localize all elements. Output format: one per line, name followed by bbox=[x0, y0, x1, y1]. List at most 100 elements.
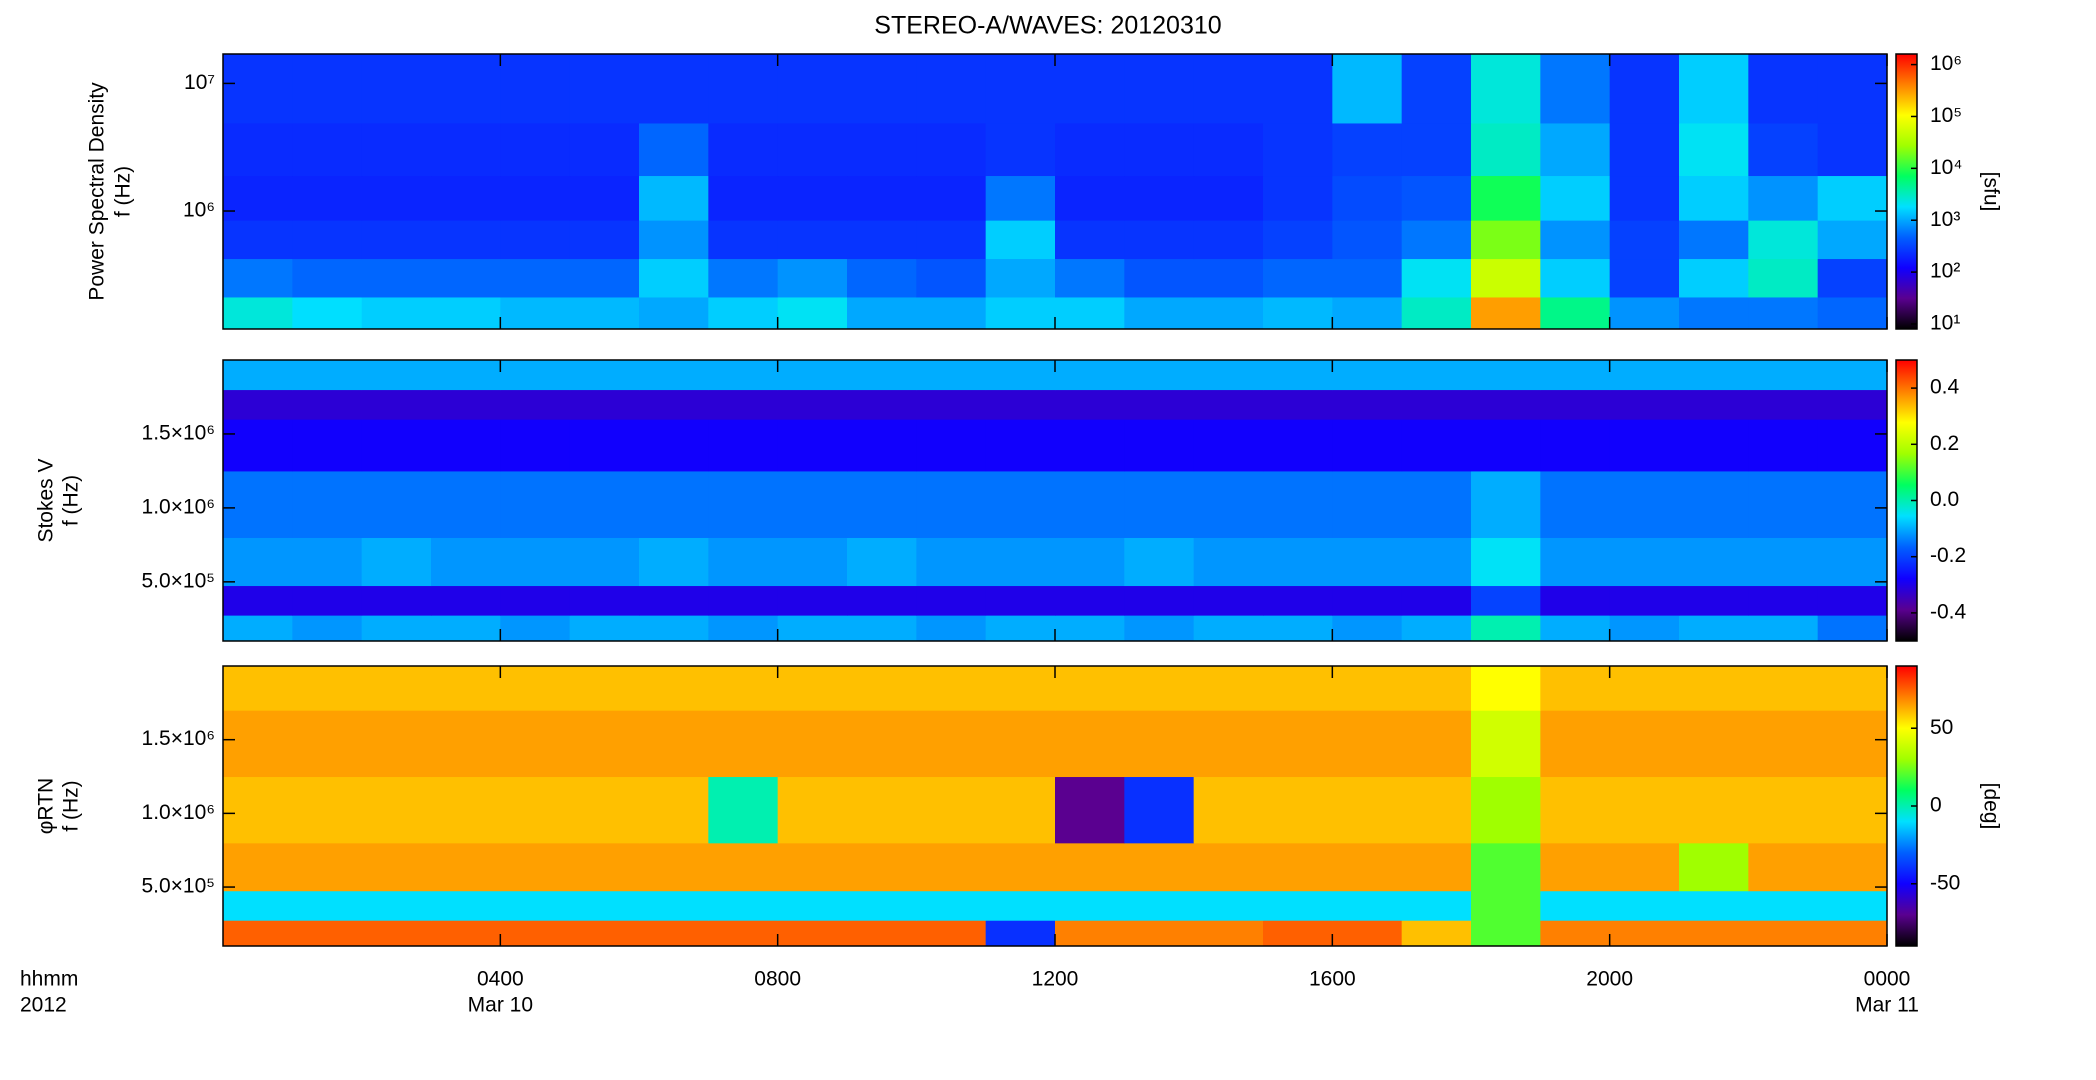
heatmap-cell bbox=[361, 175, 432, 221]
heatmap-cell bbox=[223, 296, 293, 330]
heatmap-cell bbox=[985, 220, 1056, 260]
colorbar-tick-label: 10¹ bbox=[1930, 312, 1960, 335]
heatmap-cell bbox=[1540, 175, 1611, 221]
heatmap-cell bbox=[1609, 920, 1680, 947]
heatmap-cell bbox=[1332, 776, 1403, 844]
heatmap-cell bbox=[1193, 54, 1264, 124]
heatmap-cell bbox=[1193, 537, 1264, 587]
heatmap-cell bbox=[361, 470, 432, 538]
heatmap-cell bbox=[777, 220, 848, 260]
heatmap-cell bbox=[1263, 122, 1333, 177]
heatmap-cell bbox=[361, 842, 432, 892]
heatmap-cell bbox=[223, 710, 293, 778]
heatmap-cell bbox=[431, 220, 501, 260]
heatmap-cell bbox=[708, 842, 779, 892]
heatmap-cell bbox=[1679, 360, 1749, 391]
heatmap-cell bbox=[1748, 122, 1819, 177]
heatmap-cell bbox=[223, 175, 293, 221]
heatmap-cell bbox=[708, 666, 779, 711]
heatmap-cell bbox=[916, 175, 987, 221]
heatmap-cell bbox=[569, 890, 640, 921]
heatmap-cell bbox=[1748, 419, 1819, 472]
heatmap-cell bbox=[292, 175, 363, 221]
y-axis-label: f (Hz) bbox=[112, 166, 135, 217]
heatmap-cell bbox=[1679, 54, 1749, 124]
heatmap-cell bbox=[1193, 920, 1264, 947]
heatmap-cell bbox=[1401, 890, 1472, 921]
heatmap-cell bbox=[1401, 175, 1472, 221]
heatmap-cell bbox=[1471, 470, 1541, 538]
heatmap-cell bbox=[292, 776, 363, 844]
heatmap-cell bbox=[1124, 890, 1195, 921]
x-axis-label: hhmm bbox=[20, 968, 78, 991]
heatmap-cell bbox=[1332, 842, 1403, 892]
heatmap-cell bbox=[500, 615, 571, 642]
heatmap-cell bbox=[1540, 776, 1611, 844]
heatmap-cell bbox=[569, 585, 640, 616]
heatmap-cell bbox=[223, 389, 293, 420]
heatmap-cell bbox=[1817, 220, 1888, 260]
heatmap-cell bbox=[916, 710, 987, 778]
heatmap-cell bbox=[1540, 842, 1611, 892]
heatmap-cell bbox=[777, 537, 848, 587]
chart-title: STEREO-A/WAVES: 20120310 bbox=[874, 12, 1221, 40]
heatmap-cell bbox=[1609, 296, 1680, 330]
heatmap-cell bbox=[1540, 470, 1611, 538]
heatmap-cell bbox=[1193, 615, 1264, 642]
heatmap-cell bbox=[847, 666, 917, 711]
heatmap-cell bbox=[985, 419, 1056, 472]
heatmap-cell bbox=[292, 296, 363, 330]
heatmap-cell bbox=[1193, 666, 1264, 711]
heatmap-cell bbox=[500, 710, 571, 778]
x-tick-label: 0400 bbox=[477, 968, 524, 991]
heatmap-cell bbox=[847, 585, 917, 616]
heatmap-cell bbox=[1471, 175, 1541, 221]
heatmap-cell bbox=[1817, 585, 1888, 616]
heatmap-cell bbox=[777, 470, 848, 538]
heatmap-cell bbox=[1540, 389, 1611, 420]
heatmap-cell bbox=[1055, 419, 1125, 472]
heatmap-cell bbox=[1401, 842, 1472, 892]
heatmap-cell bbox=[1679, 615, 1749, 642]
heatmap-cell bbox=[1540, 710, 1611, 778]
heatmap-cell bbox=[361, 537, 432, 587]
heatmap-cell bbox=[500, 54, 571, 124]
heatmap-cell bbox=[777, 175, 848, 221]
heatmap-cell bbox=[1055, 122, 1125, 177]
heatmap-cell bbox=[916, 296, 987, 330]
heatmap-cell bbox=[847, 360, 917, 391]
heatmap-cell bbox=[1401, 360, 1472, 391]
heatmap-cell bbox=[1055, 220, 1125, 260]
heatmap-cell bbox=[1471, 920, 1541, 947]
heatmap-cell bbox=[500, 920, 571, 947]
heatmap-cell bbox=[1817, 54, 1888, 124]
heatmap-cell bbox=[1748, 710, 1819, 778]
heatmap-cell bbox=[1540, 54, 1611, 124]
heatmap-cell bbox=[361, 54, 432, 124]
heatmap-cell bbox=[431, 122, 501, 177]
heatmap-cell bbox=[777, 615, 848, 642]
heatmap-cell bbox=[1817, 296, 1888, 330]
heatmap-cell bbox=[1471, 585, 1541, 616]
heatmap-cell bbox=[708, 890, 779, 921]
heatmap-cell bbox=[639, 666, 709, 711]
heatmap-cell bbox=[1055, 615, 1125, 642]
heatmap-cell bbox=[500, 360, 571, 391]
heatmap-cell bbox=[1540, 890, 1611, 921]
heatmap-cell bbox=[1540, 220, 1611, 260]
heatmap-cell bbox=[431, 419, 501, 472]
heatmap-cell bbox=[1193, 220, 1264, 260]
heatmap-cell bbox=[1124, 842, 1195, 892]
heatmap-cell bbox=[1193, 258, 1264, 298]
heatmap-cell bbox=[639, 615, 709, 642]
heatmap-cell bbox=[431, 585, 501, 616]
heatmap-cell bbox=[708, 537, 779, 587]
colorbar-tick-label: 0.2 bbox=[1930, 432, 1959, 455]
heatmap-cell bbox=[1332, 360, 1403, 391]
heatmap-cell bbox=[1817, 842, 1888, 892]
heatmap-cell bbox=[431, 842, 501, 892]
heatmap-cell bbox=[1817, 360, 1888, 391]
heatmap-cell bbox=[500, 258, 571, 298]
heatmap-cell bbox=[708, 296, 779, 330]
heatmap-cell bbox=[639, 776, 709, 844]
